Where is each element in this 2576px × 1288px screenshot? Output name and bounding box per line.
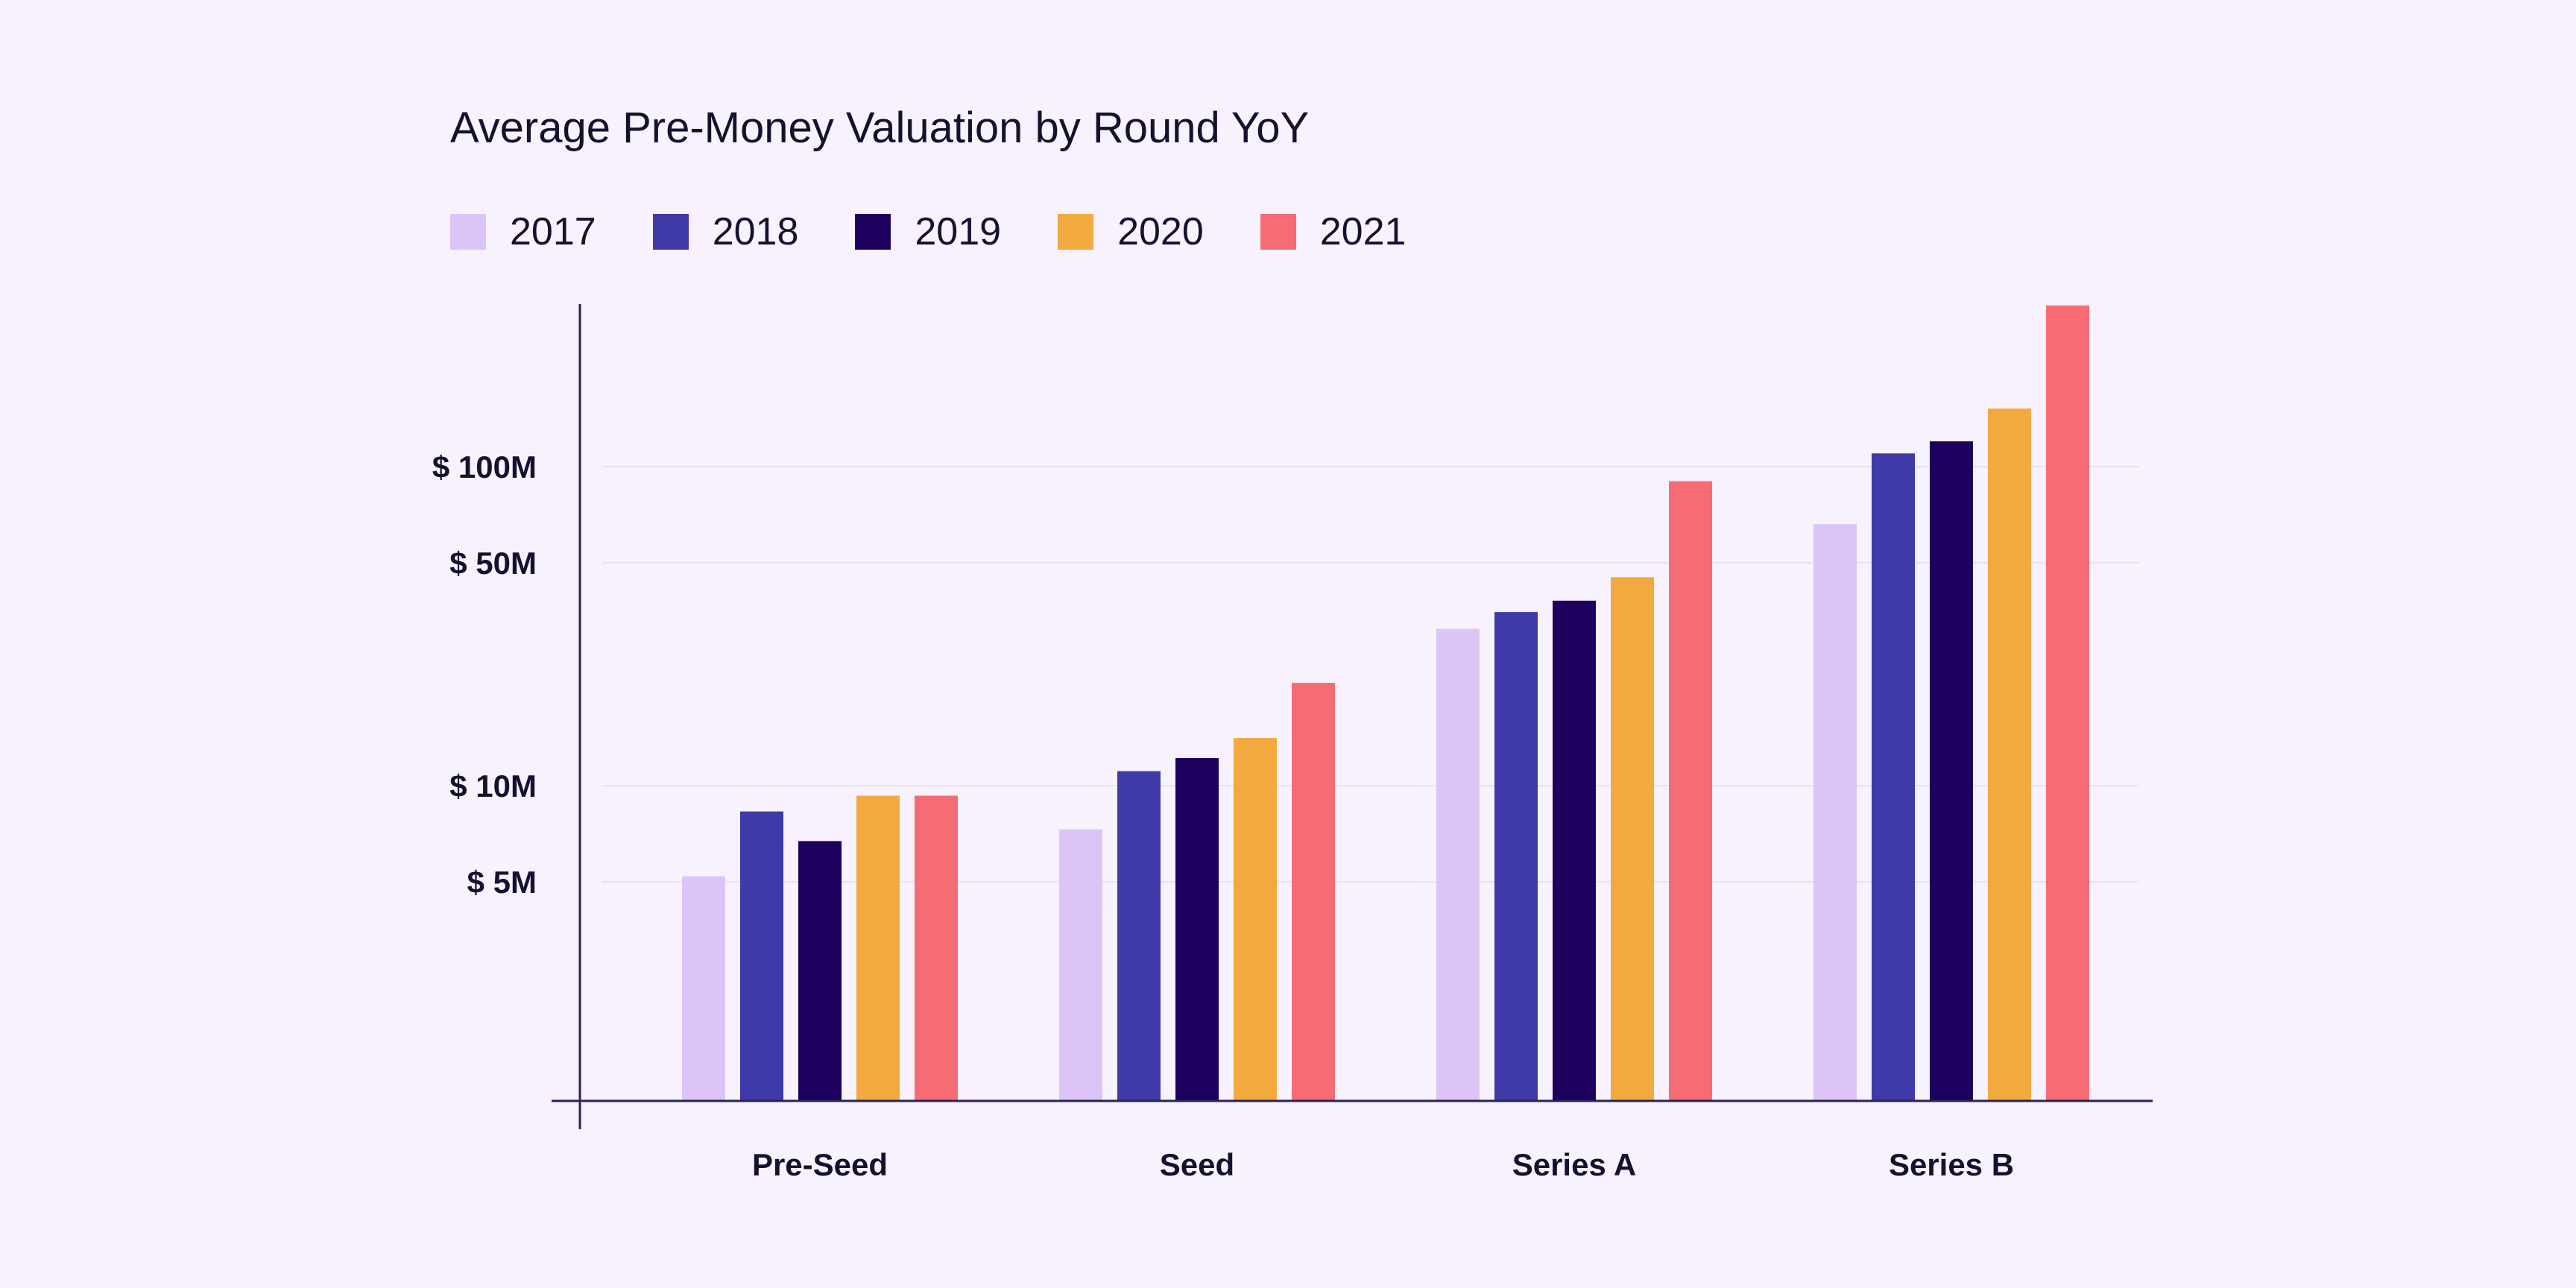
legend-label-2020: 2020 [1117, 210, 1204, 253]
bar-series-b-2018[interactable] [1872, 453, 1915, 1101]
y-tick-label: $ 5M [467, 865, 537, 900]
legend-swatch-2019 [855, 214, 891, 250]
bar-seed-2017[interactable] [1059, 829, 1102, 1101]
bar-seed-2019[interactable] [1175, 758, 1219, 1101]
bar-series-b-2019[interactable] [1930, 441, 1973, 1101]
bar-pre-seed-2017[interactable] [682, 876, 725, 1101]
legend: 2017 2018 2019 2020 2021 [450, 207, 1462, 256]
x-tick-label: Pre-Seed [752, 1147, 888, 1182]
bar-pre-seed-2021[interactable] [915, 795, 958, 1101]
bar-pre-seed-2020[interactable] [856, 795, 900, 1101]
y-tick-label: $ 50M [449, 546, 537, 581]
bar-seed-2021[interactable] [1292, 683, 1335, 1101]
bar-seed-2018[interactable] [1117, 771, 1161, 1101]
legend-item-2019[interactable]: 2019 [855, 209, 1001, 254]
bar-series-b-2021[interactable] [2046, 305, 2089, 1102]
x-tick-label: Series B [1889, 1147, 2014, 1182]
legend-swatch-2017 [450, 214, 486, 250]
legend-item-2020[interactable]: 2020 [1058, 209, 1204, 254]
bar-series-a-2021[interactable] [1669, 481, 1712, 1101]
legend-item-2018[interactable]: 2018 [652, 209, 799, 254]
legend-label-2018: 2018 [712, 210, 799, 253]
y-tick-label: $ 100M [432, 449, 537, 484]
y-tick-label: $ 10M [449, 768, 537, 804]
legend-swatch-2020 [1058, 214, 1094, 250]
bar-series-a-2020[interactable] [1611, 577, 1654, 1101]
y-tick-labels: $ 5M $ 10M $ 50M $ 100M [432, 449, 537, 900]
legend-item-2017[interactable]: 2017 [450, 209, 596, 254]
legend-label-2019: 2019 [915, 210, 1002, 253]
x-tick-label: Seed [1160, 1147, 1234, 1182]
chart-title: Average Pre-Money Valuation by Round YoY [450, 104, 1310, 152]
bar-seed-2020[interactable] [1234, 738, 1277, 1101]
x-tick-label: Series A [1512, 1147, 1637, 1182]
legend-swatch-2021 [1260, 214, 1296, 250]
legend-label-2021: 2021 [1319, 210, 1407, 253]
legend-item-2021[interactable]: 2021 [1260, 209, 1407, 254]
axes [552, 304, 2153, 1129]
legend-swatch-2018 [652, 214, 689, 250]
bar-series-a-2018[interactable] [1494, 612, 1538, 1101]
bar-series-a-2019[interactable] [1553, 600, 1596, 1101]
bar-series-b-2017[interactable] [1813, 524, 1857, 1101]
bar-pre-seed-2018[interactable] [740, 811, 783, 1101]
bar-series-b-2020[interactable] [1988, 408, 2031, 1101]
bar-series-a-2017[interactable] [1436, 628, 1480, 1101]
bar-pre-seed-2019[interactable] [798, 841, 842, 1101]
bars [682, 305, 2089, 1102]
x-tick-labels: Pre-Seed Seed Series A Series B [752, 1147, 2014, 1182]
legend-label-2017: 2017 [510, 210, 596, 253]
